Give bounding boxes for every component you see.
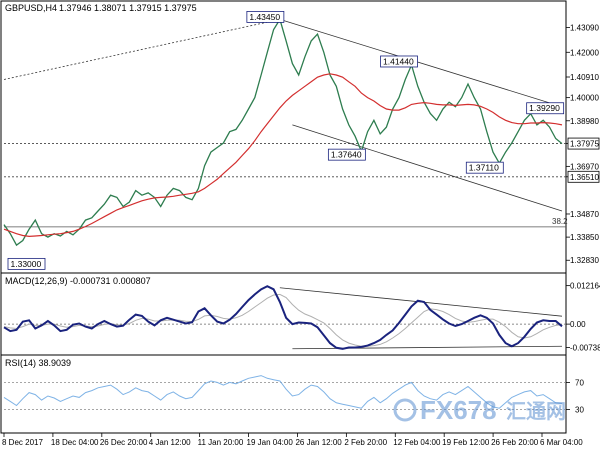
watermark: FX678 汇通网	[393, 395, 566, 425]
price-panel: 1.43450 1.41440 1.39290 1.37640 1.37110 1.330…	[3, 11, 600, 270]
rsi-ytick-label-1: 30	[575, 406, 584, 415]
x-tick-label-9: 19 Feb 12:00	[442, 438, 490, 447]
current-price-box-7	[567, 170, 600, 183]
rsi-ytick-label-0: 70	[575, 378, 584, 387]
macd-panel: 0.012164 0.00 -0.00738	[3, 282, 600, 352]
price-ytick-label-0: 1.43090	[570, 24, 599, 33]
price-label-4: 1.37110	[469, 163, 499, 173]
price-series-line	[3, 17, 563, 247]
price-label-box-2	[526, 102, 565, 115]
price-ytick-label-7: 1.36510	[570, 173, 599, 182]
current-price-box-5	[567, 137, 600, 150]
price-ytick-label-8: 1.34870	[570, 210, 599, 219]
price-label-box-1	[380, 55, 418, 68]
price-label-box-5	[7, 257, 46, 270]
macd-title: MACD(12,26,9) -0.000731 0.000807	[5, 276, 151, 286]
x-tick-label-7: 2 Feb 20:00	[344, 438, 387, 447]
rsi-line	[3, 375, 563, 409]
price-ytick-label-2: 1.40910	[570, 73, 599, 82]
price-label-0: 1.43450	[249, 12, 280, 22]
x-tick-label-11: 6 Mar 04:00	[540, 438, 583, 447]
chart-ohlc: 1.37946 1.38071 1.37915 1.37975	[59, 3, 197, 13]
x-tick-label-10: 26 Feb 20:00	[491, 438, 539, 447]
price-ytick-label-5: 1.37975	[570, 140, 599, 149]
price-ytick-label-9: 1.33850	[570, 233, 599, 242]
x-tick-label-0: 8 Dec 2017	[2, 438, 43, 447]
panel-frames	[0, 0, 567, 434]
price-ytick-label-3: 1.40000	[570, 94, 599, 103]
moving-average-line	[3, 73, 563, 238]
price-label-3: 1.37640	[331, 150, 362, 160]
price-trendline-2	[292, 124, 563, 212]
price-label-2: 1.39290	[529, 103, 560, 113]
fib-label: 38.2	[552, 217, 568, 226]
rsi-title: RSI(14) 38.9039	[5, 358, 71, 368]
price-ytick-label-4: 1.38980	[570, 117, 599, 126]
chart-symbol: GBPUSD,H4	[5, 3, 57, 13]
rsi-panel: 70 30	[3, 375, 584, 415]
price-label-box-4	[465, 161, 504, 174]
x-tick-label-1: 18 Dec 04:00	[51, 438, 99, 447]
price-ytick-label-1: 1.42000	[570, 48, 599, 57]
macd-line	[3, 285, 563, 350]
x-tick-label-4: 11 Jan 20:00	[198, 438, 244, 447]
macd-ytick-label-0: 0.012164	[570, 282, 600, 291]
price-label-box-0	[246, 11, 285, 23]
macd-ytick-label-1: 0.00	[570, 320, 586, 329]
price-label-5: 1.33000	[11, 259, 42, 269]
x-tick-label-3: 4 Jan 12:00	[149, 438, 191, 447]
price-trendline-0	[3, 19, 280, 80]
x-tick-label-2: 26 Dec 20:00	[100, 438, 148, 447]
price-label-box-3	[327, 148, 366, 161]
macd-signal-line	[3, 293, 563, 347]
watermark-sub: 汇通网	[506, 400, 566, 423]
price-trendline-1	[279, 19, 563, 108]
x-tick-label-5: 19 Jan 04:00	[247, 438, 294, 447]
x-tick-label-6: 26 Jan 12:00	[295, 438, 342, 447]
watermark-brand: FX678	[420, 395, 497, 425]
x-tick-label-8: 12 Feb 04:00	[393, 438, 441, 447]
price-ytick-label-6: 1.36970	[570, 162, 599, 171]
price-label-1: 1.41440	[383, 56, 414, 66]
price-ytick-label-10: 1.32830	[570, 256, 599, 265]
macd-ytick-label-2: -0.00738	[570, 343, 600, 352]
